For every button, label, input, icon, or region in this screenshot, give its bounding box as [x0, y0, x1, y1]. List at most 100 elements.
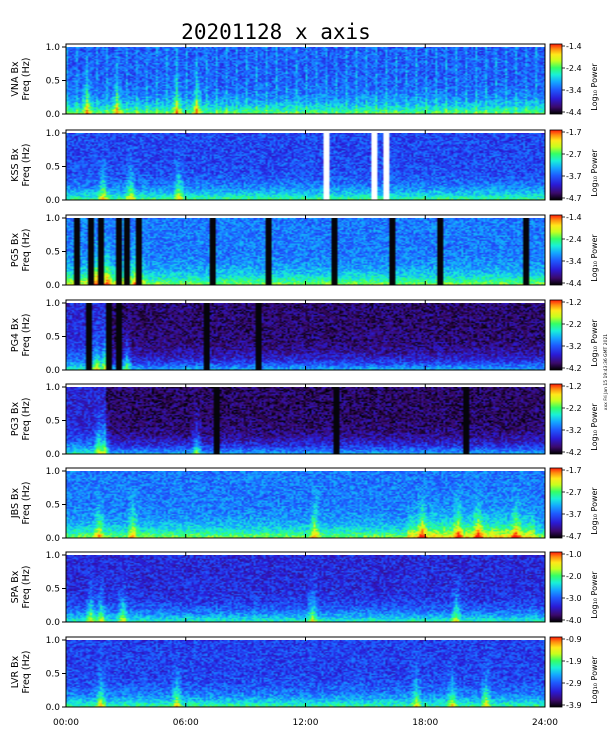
- y-tick-label: 0.5: [46, 670, 60, 680]
- colorbar: [549, 636, 563, 708]
- colorbar-tick-label: -4.4: [566, 108, 582, 117]
- spectrogram-image: [66, 218, 545, 285]
- colorbar-tick-label: -4.7: [566, 532, 582, 541]
- colorbar: [549, 299, 563, 371]
- colorbar-tick-label: -3.0: [566, 594, 582, 603]
- colorbar-tick-label: -3.2: [566, 426, 582, 435]
- y-tick-label: 0.0: [46, 618, 61, 628]
- y-tick-label: 0.5: [46, 163, 60, 173]
- panel-2: 0.0 0.5 1.0 PG5 Bx Freq (Hz) -1.4 -2.4 -3.4 -4.4…: [10, 213, 599, 291]
- colorbar-tick-label: -4.0: [566, 616, 582, 625]
- y-tick-label: 0.5: [46, 333, 60, 343]
- panel-ylabel: Freq (Hz): [21, 398, 32, 441]
- panel-1: 0.0 0.5 1.0 KSS Bx Freq (Hz) -1.7 -2.7 -3.7 -4.7…: [10, 128, 599, 206]
- colorbar-label: Log₁₀ Power: [590, 319, 599, 367]
- y-tick-label: 1.0: [46, 551, 61, 561]
- colorbar-tick-label: -2.0: [566, 572, 582, 581]
- colorbar: [549, 214, 563, 286]
- panel-ylabel: Freq (Hz): [21, 229, 32, 272]
- colorbar-tick-label: -4.2: [566, 448, 582, 457]
- colorbar: [549, 551, 563, 623]
- panel-ylabel: VNA Bx: [10, 61, 21, 97]
- y-tick-label: 1.0: [46, 129, 61, 139]
- y-tick-label: 1.0: [46, 636, 61, 646]
- colorbar-label: Log₁₀ Power: [590, 487, 599, 535]
- spectrogram-image: [66, 47, 545, 114]
- colorbar-tick-label: -2.2: [566, 320, 582, 329]
- x-axis: 00:00 06:00 12:00 18:00 24:00: [53, 718, 558, 728]
- colorbar-tick-label: -1.9: [566, 657, 582, 666]
- panel-ylabel: PG4 Bx: [10, 317, 21, 352]
- x-tick-label: 00:00: [53, 718, 79, 728]
- panel-ylabel: SPA Bx: [10, 570, 21, 603]
- panel-ylabel: Freq (Hz): [21, 314, 32, 357]
- colorbar: [549, 467, 563, 539]
- panel-3: 0.0 0.5 1.0 PG4 Bx Freq (Hz) -1.2 -2.2 -3.2 -4.2…: [10, 298, 599, 376]
- y-tick-label: 0.0: [46, 196, 61, 206]
- panel-ylabel: Freq (Hz): [21, 482, 32, 525]
- y-tick-label: 1.0: [46, 383, 61, 393]
- panel-ylabel: PG5 Bx: [10, 232, 21, 267]
- spectrogram-image: [66, 133, 545, 200]
- colorbar-tick-label: -1.7: [566, 466, 582, 475]
- colorbar-tick-label: -0.9: [566, 635, 582, 644]
- colorbar-tick-label: -1.4: [566, 42, 582, 51]
- spectrogram-image: [66, 471, 545, 538]
- panel-7: 0.0 0.5 1.0 LVR Bx Freq (Hz) -0.9 -1.9 -2.9 -3.9…: [10, 635, 599, 713]
- colorbar-tick-label: -2.2: [566, 404, 582, 413]
- panel-ylabel: JBS Bx: [10, 487, 21, 519]
- colorbar-label: Log₁₀ Power: [590, 234, 599, 282]
- colorbar-label: Log₁₀ Power: [590, 571, 599, 619]
- panel-ylabel: PG3 Bx: [10, 401, 21, 436]
- timestamp-note: xxx Fri Jan 15 19:43:36 GMT 2021: [603, 334, 609, 411]
- colorbar-label: Log₁₀ Power: [590, 63, 599, 111]
- colorbar-tick-label: -2.7: [566, 150, 582, 159]
- panel-5: 0.0 0.5 1.0 JBS Bx Freq (Hz) -1.7 -2.7 -3.7 -4.7…: [10, 466, 599, 544]
- panel-ylabel: LVR Bx: [10, 655, 21, 688]
- colorbar: [549, 383, 563, 455]
- x-tick-label: 18:00: [412, 718, 438, 728]
- y-tick-label: 0.0: [46, 534, 61, 544]
- spectrogram-image: [66, 387, 545, 454]
- spectrogram-image: [66, 640, 545, 707]
- y-tick-label: 0.5: [46, 77, 60, 87]
- colorbar-label: Log₁₀ Power: [590, 149, 599, 197]
- colorbar-tick-label: -3.4: [566, 86, 582, 95]
- colorbar-tick-label: -4.7: [566, 194, 582, 203]
- y-tick-label: 0.0: [46, 703, 61, 713]
- colorbar: [549, 43, 563, 115]
- spectrogram-image: [66, 303, 545, 370]
- y-tick-label: 0.5: [46, 248, 60, 258]
- colorbar-tick-label: -1.0: [566, 550, 582, 559]
- colorbar-tick-label: -3.7: [566, 172, 582, 181]
- colorbar-tick-label: -4.4: [566, 279, 582, 288]
- y-tick-label: 0.5: [46, 501, 60, 511]
- colorbar-tick-label: -1.7: [566, 128, 582, 137]
- panel-ylabel: KSS Bx: [10, 148, 21, 182]
- x-tick-label: 12:00: [293, 718, 319, 728]
- colorbar-tick-label: -2.4: [566, 235, 582, 244]
- y-tick-label: 0.0: [46, 281, 61, 291]
- colorbar-tick-label: -3.4: [566, 257, 582, 266]
- x-tick-label: 24:00: [532, 718, 558, 728]
- colorbar-tick-label: -3.9: [566, 701, 582, 710]
- colorbar-tick-label: -4.2: [566, 364, 582, 373]
- colorbar-tick-label: -1.2: [566, 382, 582, 391]
- panel-ylabel: Freq (Hz): [21, 144, 32, 187]
- panel-ylabel: Freq (Hz): [21, 58, 32, 101]
- colorbar-tick-label: -1.2: [566, 298, 582, 307]
- colorbar-tick-label: -3.7: [566, 510, 582, 519]
- y-tick-label: 0.0: [46, 450, 61, 460]
- y-tick-label: 1.0: [46, 467, 61, 477]
- panel-0: 0.0 0.5 1.0 VNA Bx Freq (Hz) -1.4 -2.4 -3.4 -4.4…: [10, 42, 599, 120]
- spectrogram-image: [66, 555, 545, 622]
- y-tick-label: 0.5: [46, 585, 60, 595]
- panel-6: 0.0 0.5 1.0 SPA Bx Freq (Hz) -1.0 -2.0 -3.0 -4.0…: [10, 550, 599, 628]
- panel-ylabel: Freq (Hz): [21, 651, 32, 694]
- colorbar-label: Log₁₀ Power: [590, 656, 599, 704]
- colorbar-tick-label: -1.4: [566, 213, 582, 222]
- colorbar-tick-label: -3.2: [566, 342, 582, 351]
- y-tick-label: 1.0: [46, 43, 61, 53]
